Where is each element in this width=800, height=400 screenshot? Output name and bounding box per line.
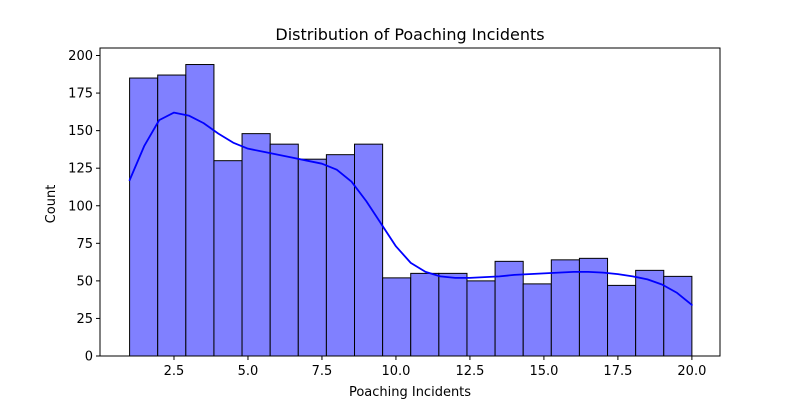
histogram-bar bbox=[157, 74, 187, 357]
y-tick-label: 50 bbox=[76, 274, 93, 289]
histogram-bar bbox=[663, 275, 693, 357]
x-tick-label: 15.0 bbox=[529, 364, 558, 379]
histogram-bar bbox=[382, 277, 412, 357]
histogram-bar bbox=[550, 259, 580, 357]
axes-group bbox=[99, 47, 721, 357]
chart-title: Distribution of Poaching Incidents bbox=[275, 25, 544, 44]
y-tick-label: 150 bbox=[68, 124, 93, 139]
y-axis-label: Count bbox=[44, 185, 59, 224]
histogram-bar bbox=[522, 283, 552, 357]
histogram-bar bbox=[297, 158, 327, 357]
kde-group bbox=[128, 111, 693, 306]
y-ticks-group: 0 25 50 75 100 125 150 175 200 bbox=[68, 49, 100, 365]
histogram-bar bbox=[185, 64, 215, 357]
y-tick-label: 200 bbox=[68, 49, 93, 64]
histogram-bar bbox=[466, 280, 496, 357]
y-tick-label: 75 bbox=[76, 237, 93, 252]
y-tick-label: 175 bbox=[68, 87, 93, 102]
histogram-bar bbox=[607, 284, 637, 357]
y-tick-label: 0 bbox=[85, 350, 93, 365]
histogram-bar bbox=[410, 272, 440, 357]
x-ticks-group: 2.5 5.0 7.5 10.0 12.5 15.0 17.5 20.0 bbox=[164, 356, 706, 379]
x-tick-label: 5.0 bbox=[238, 364, 259, 379]
histogram-bar bbox=[241, 133, 271, 357]
x-tick-label: 2.5 bbox=[164, 364, 185, 379]
histogram-bar bbox=[269, 143, 299, 357]
x-tick-label: 20.0 bbox=[677, 364, 706, 379]
x-axis-label: Poaching Incidents bbox=[349, 385, 471, 400]
x-tick-label: 10.0 bbox=[381, 364, 410, 379]
x-tick-label: 7.5 bbox=[312, 364, 333, 379]
histogram-bar bbox=[325, 154, 356, 357]
y-tick-label: 25 bbox=[76, 312, 93, 327]
kde-curve bbox=[128, 111, 693, 306]
histogram-bar bbox=[438, 272, 468, 357]
y-tick-label: 125 bbox=[68, 162, 93, 177]
y-tick-label: 100 bbox=[68, 199, 93, 214]
histogram-bar bbox=[213, 160, 243, 357]
x-tick-label: 12.5 bbox=[455, 364, 484, 379]
histogram-bar bbox=[354, 143, 384, 357]
histogram-bar bbox=[129, 77, 159, 357]
x-tick-label: 17.5 bbox=[603, 364, 632, 379]
plot-frame bbox=[99, 47, 721, 357]
bars-group bbox=[129, 64, 693, 357]
histogram-bar bbox=[578, 257, 609, 357]
